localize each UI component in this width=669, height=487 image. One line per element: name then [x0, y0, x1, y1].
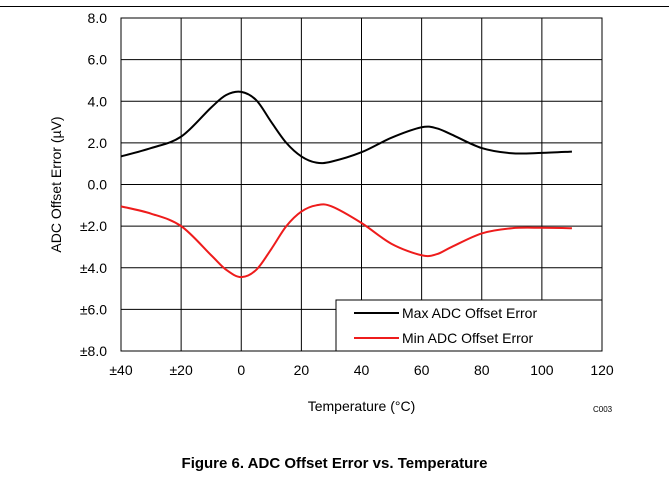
- y-tick-label: 8.0: [88, 10, 108, 26]
- y-tick-label: ±8.0: [80, 343, 107, 359]
- x-tick-label: 20: [294, 362, 310, 378]
- legend-entry-label: Max ADC Offset Error: [402, 305, 537, 321]
- x-tick-label: 120: [590, 362, 614, 378]
- y-axis-label: ADC Offset Error (µV): [48, 116, 64, 252]
- x-tick-label: 40: [354, 362, 370, 378]
- line-chart: 8.0 6.0 4.0 2.0 0.0 ±2.0 ±4.0 ±6.0 ±8.0 ±40 ±20 0 2…: [48, 10, 614, 414]
- x-tick-label: ±20: [169, 362, 192, 378]
- x-tick-label: ±40: [109, 362, 132, 378]
- legend-box: [335, 299, 603, 352]
- x-tick-labels: ±40 ±20 0 20 40 60 80 100 120: [109, 362, 614, 378]
- y-tick-label: 6.0: [88, 52, 108, 68]
- y-tick-label: ±4.0: [80, 260, 107, 276]
- series-layer: [120, 90, 572, 279]
- chart-legend: Max ADC Offset Error Min ADC Offset Error: [335, 299, 603, 352]
- legend-entry-label: Min ADC Offset Error: [402, 330, 534, 346]
- min-offset-error-line: [120, 203, 572, 279]
- y-tick-label: 2.0: [88, 135, 108, 151]
- y-tick-label: 4.0: [88, 93, 108, 109]
- x-tick-label: 0: [237, 362, 245, 378]
- figure-caption: Figure 6. ADC Offset Error vs. Temperatu…: [181, 455, 488, 472]
- y-tick-label: ±2.0: [80, 218, 107, 234]
- y-tick-label: ±6.0: [80, 301, 107, 317]
- x-tick-label: 100: [530, 362, 554, 378]
- y-tick-labels: 8.0 6.0 4.0 2.0 0.0 ±2.0 ±4.0 ±6.0 ±8.0: [80, 10, 107, 359]
- top-rule: [0, 6, 669, 7]
- y-tick-label: 0.0: [88, 177, 108, 193]
- figure-code: C003: [593, 405, 613, 414]
- x-tick-label: 60: [414, 362, 430, 378]
- max-offset-error-line: [120, 90, 572, 165]
- x-tick-label: 80: [474, 362, 490, 378]
- x-axis-label: Temperature (°C): [308, 398, 416, 414]
